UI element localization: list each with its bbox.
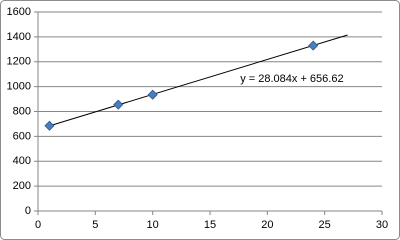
trendline-equation: y = 28.084x + 656.62 xyxy=(240,73,343,85)
y-tick-label: 0 xyxy=(25,205,31,217)
x-tick-label: 15 xyxy=(204,219,216,231)
marker xyxy=(113,99,124,110)
trendline xyxy=(49,34,348,127)
x-tick-label: 5 xyxy=(92,219,98,231)
marker xyxy=(308,40,319,51)
y-tick-label: 400 xyxy=(13,155,31,167)
x-tick-label: 20 xyxy=(261,219,273,231)
x-tick-label: 10 xyxy=(147,219,159,231)
marker xyxy=(44,120,55,131)
y-tick-label: 1200 xyxy=(7,56,31,68)
y-tick-label: 200 xyxy=(13,180,31,192)
x-tick-label: 0 xyxy=(35,219,41,231)
y-tick-label: 600 xyxy=(13,130,31,142)
y-tick-label: 800 xyxy=(13,105,31,117)
marker xyxy=(147,89,158,100)
x-tick-label: 25 xyxy=(319,219,331,231)
y-tick-label: 1400 xyxy=(7,31,31,43)
y-tick-label: 1000 xyxy=(7,81,31,93)
y-tick-label: 1600 xyxy=(7,6,31,18)
x-tick-label: 30 xyxy=(376,219,388,231)
